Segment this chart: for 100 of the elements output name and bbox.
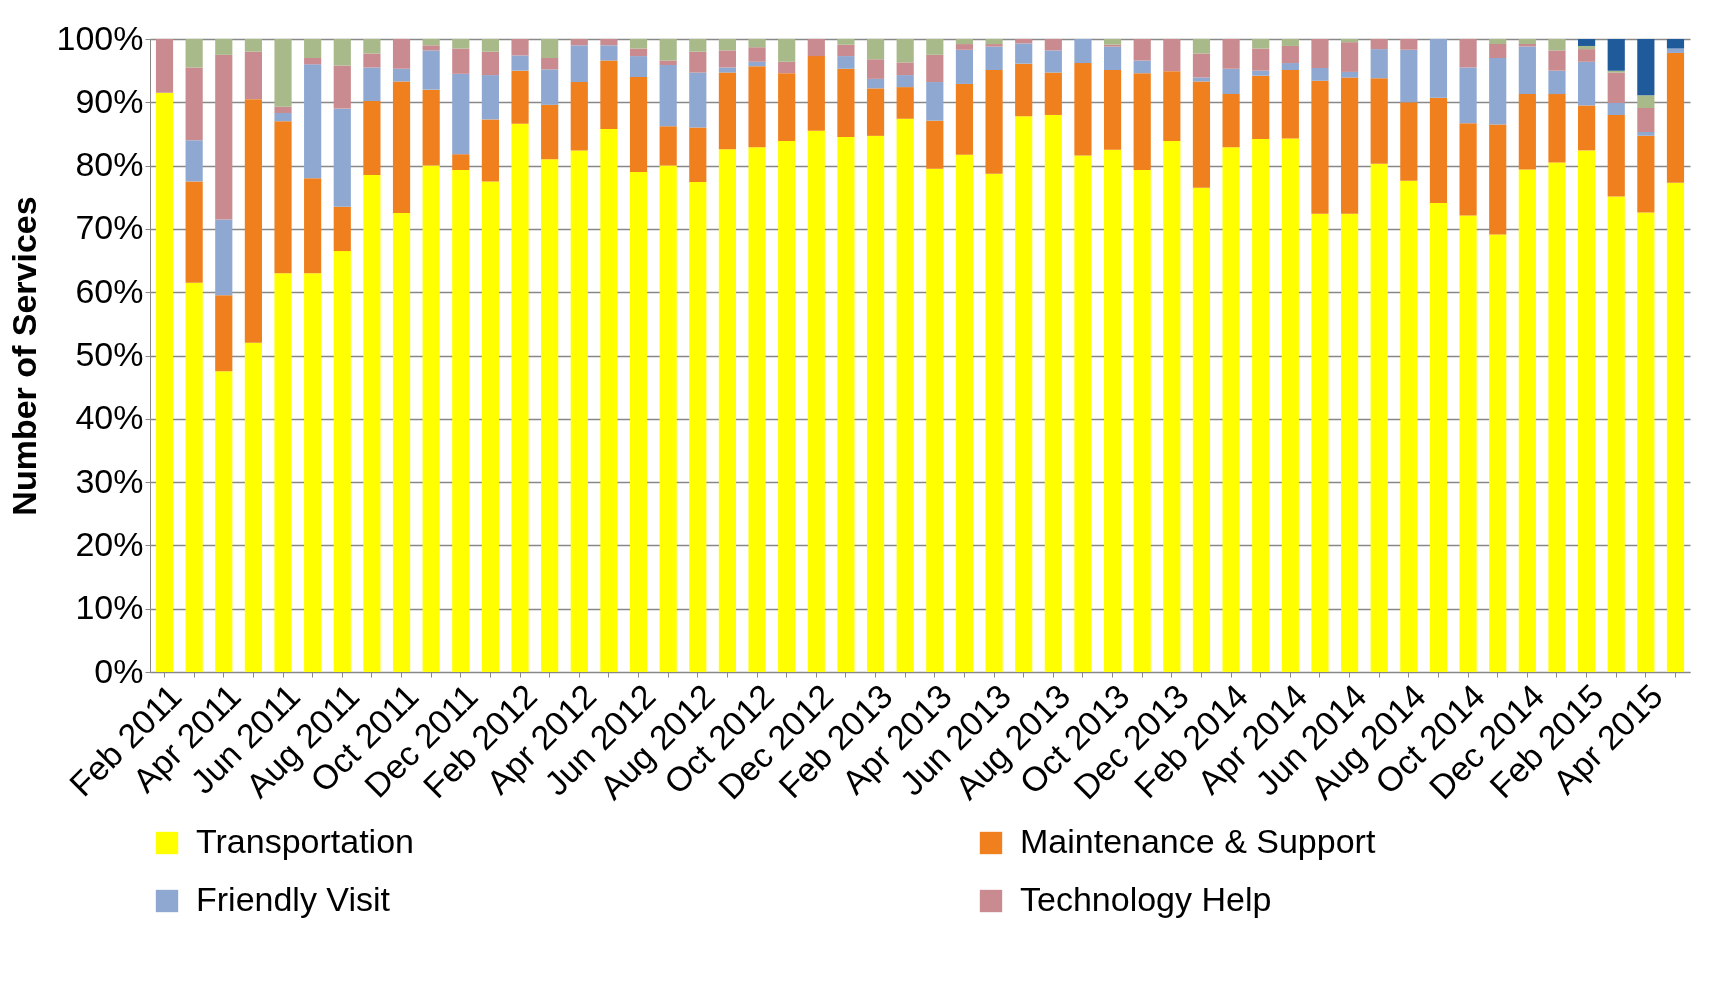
y-tick-label: 40% — [75, 398, 144, 437]
bar — [570, 82, 588, 151]
bar — [1281, 70, 1299, 139]
y-tick-label: 100% — [56, 18, 144, 57]
bar — [718, 39, 737, 51]
bar — [1163, 71, 1181, 141]
bar — [363, 53, 381, 68]
bar — [1252, 48, 1270, 71]
bar — [866, 78, 885, 89]
bar — [304, 273, 322, 672]
bar — [215, 371, 233, 672]
bar — [748, 147, 766, 672]
bar — [1133, 170, 1151, 672]
bar — [185, 181, 203, 283]
bar — [1311, 68, 1329, 81]
bar — [511, 70, 529, 124]
bar — [1015, 63, 1033, 117]
bar — [1459, 123, 1477, 216]
bar — [1311, 80, 1329, 214]
bar — [1400, 39, 1418, 50]
bar — [896, 39, 914, 63]
bar — [1400, 49, 1418, 103]
bar — [1578, 150, 1596, 672]
bar — [422, 89, 440, 166]
bar — [1281, 45, 1299, 64]
bar — [1518, 169, 1536, 672]
bar — [1311, 39, 1329, 69]
bar — [185, 67, 203, 141]
bar — [926, 120, 944, 169]
bar — [1489, 234, 1507, 672]
bar — [244, 39, 262, 52]
bar — [926, 82, 944, 121]
bar — [244, 342, 262, 672]
bar — [244, 51, 262, 100]
bar — [1370, 49, 1388, 79]
bar — [1489, 39, 1507, 45]
bar — [1489, 44, 1507, 58]
bar — [1370, 78, 1388, 164]
bar — [541, 39, 559, 58]
bar — [1548, 162, 1566, 672]
bar — [511, 55, 529, 71]
bar — [452, 154, 470, 171]
bar — [1044, 72, 1062, 115]
bar — [1578, 45, 1596, 50]
bar — [1163, 39, 1181, 72]
bar — [659, 126, 677, 166]
bar — [1607, 72, 1625, 103]
bar — [1341, 42, 1359, 72]
bar — [333, 65, 351, 109]
bar — [304, 39, 322, 58]
bar — [274, 121, 292, 274]
bar — [896, 75, 914, 88]
bar — [778, 39, 796, 62]
bar — [1192, 187, 1211, 672]
bar — [481, 75, 499, 120]
bar — [422, 45, 440, 51]
bar — [1074, 39, 1092, 64]
bar — [1637, 108, 1655, 133]
bar — [1429, 39, 1448, 98]
bar — [926, 39, 944, 55]
bar — [659, 39, 677, 61]
y-tick-label: 70% — [75, 208, 144, 247]
bar — [718, 50, 737, 68]
bar — [1548, 39, 1566, 51]
bar — [1370, 163, 1388, 672]
bar — [1578, 39, 1596, 46]
bar — [1252, 75, 1270, 140]
bar — [1074, 63, 1092, 156]
bar — [1192, 39, 1211, 54]
bar — [392, 213, 411, 672]
bar — [1400, 102, 1418, 181]
bar — [570, 39, 588, 46]
bar — [274, 273, 292, 672]
bar — [422, 165, 440, 672]
bar — [1518, 39, 1536, 45]
bar — [363, 67, 381, 102]
bar — [985, 39, 1003, 45]
bar — [363, 101, 381, 176]
bar — [778, 140, 796, 672]
bar — [1222, 94, 1240, 148]
bar — [1607, 114, 1625, 197]
bar — [1252, 139, 1270, 672]
bar — [629, 48, 648, 57]
bar — [333, 108, 351, 207]
bar — [1607, 39, 1625, 71]
bar — [481, 119, 499, 182]
bar — [1400, 180, 1418, 672]
bar — [1133, 60, 1151, 74]
y-tick-label: 50% — [75, 335, 144, 373]
bar — [1459, 39, 1477, 68]
bar — [1607, 102, 1625, 115]
bar — [629, 39, 648, 49]
bar — [896, 62, 914, 76]
bar — [1666, 182, 1685, 672]
bar — [1222, 39, 1240, 69]
bar — [1666, 39, 1685, 49]
y-tick-label: 60% — [75, 271, 144, 310]
bar — [629, 171, 648, 672]
bar — [837, 44, 855, 57]
legend-label: Friendly Visit — [196, 880, 391, 918]
